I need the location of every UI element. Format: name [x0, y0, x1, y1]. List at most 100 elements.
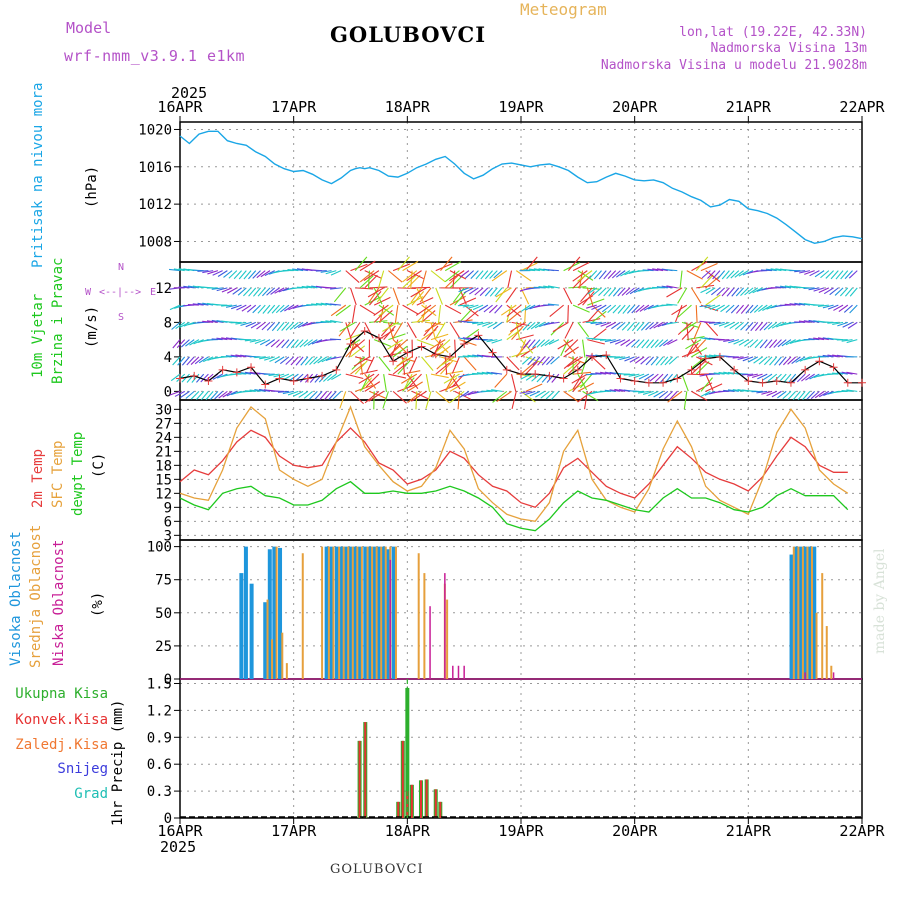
wind-arrow — [457, 337, 469, 341]
wind-arrow — [785, 339, 796, 346]
wind-arrow — [257, 304, 266, 314]
wind-arrow — [359, 304, 376, 316]
wind-arrow — [240, 321, 252, 326]
wind-arrow — [524, 390, 536, 396]
wind-arrow — [489, 287, 498, 297]
wind-arrow — [683, 391, 688, 410]
wind-arrow — [491, 389, 503, 392]
wind-arrow — [591, 328, 607, 341]
wind-arrow — [592, 287, 602, 296]
wind-arrow — [629, 287, 640, 295]
wind-arrow — [754, 339, 763, 349]
wind-arrow — [264, 270, 275, 277]
wind-arrow — [245, 321, 256, 328]
wind-arrow — [355, 287, 374, 290]
wind-arrow — [723, 389, 735, 392]
wind-arrow — [572, 304, 590, 313]
wind-arrow — [463, 310, 479, 323]
wind-arrow — [522, 321, 531, 331]
wind-arrow — [633, 373, 645, 379]
precip-ytick-label: 0.3 — [147, 784, 172, 800]
wind-arrow — [699, 304, 711, 308]
mid-cloud-bar — [792, 546, 795, 679]
wind-arrow — [784, 285, 796, 289]
x-tick-label-top: 22APR — [839, 98, 885, 116]
wind-arrow — [580, 356, 588, 375]
wind-arrow — [349, 287, 357, 306]
compass-w: W — [85, 287, 92, 298]
wind-arrow — [330, 338, 342, 341]
wind-arrow — [764, 339, 773, 349]
wind-arrow — [317, 356, 328, 364]
wind-arrow — [403, 373, 413, 391]
wind-arrow — [494, 373, 508, 388]
wind-arrow — [300, 356, 309, 366]
wind-arrow — [696, 284, 715, 289]
wind-arrow — [171, 321, 181, 330]
wind-arrow — [274, 356, 285, 364]
wind-arrow — [742, 270, 754, 276]
conv-precip-bar — [364, 722, 367, 818]
temp-ytick-label: 30 — [155, 402, 172, 418]
x-tick-label-bottom: 16APR — [157, 822, 203, 840]
wind-arrow — [192, 303, 204, 306]
wind-arrow — [818, 390, 830, 398]
wind-arrow — [550, 356, 560, 365]
wind-gust-marker — [445, 352, 454, 361]
wind-gust-marker — [730, 365, 739, 374]
wind-arrow — [515, 270, 532, 282]
mid-cloud-bar — [810, 546, 813, 679]
wind-arrow — [411, 290, 425, 306]
wind-arrow — [436, 339, 451, 353]
wind-arrow — [700, 262, 718, 272]
wind-arrow — [519, 390, 531, 394]
wind-arrow — [264, 356, 275, 361]
wind-arrow — [406, 270, 422, 282]
wind-arrow — [849, 287, 858, 297]
wind-arrow — [520, 390, 536, 403]
wind-arrow — [474, 287, 484, 296]
wind-arrow — [378, 270, 385, 289]
conv-precip-bar — [419, 780, 422, 818]
wind-arrow — [190, 390, 200, 400]
wind-arrow — [178, 286, 190, 289]
wind-arrow — [803, 287, 815, 290]
wind-arrow — [727, 389, 739, 392]
wind-arrow — [435, 287, 443, 305]
wind-arrow — [373, 296, 391, 306]
wind-arrow — [397, 356, 416, 363]
wind-arrow — [339, 321, 356, 332]
wind-arrow — [210, 391, 219, 400]
wind-arrow — [557, 339, 574, 350]
wind-arrow — [252, 270, 261, 279]
wind-arrow — [244, 390, 256, 392]
wind-arrow — [631, 322, 640, 332]
wind-arrow — [614, 339, 626, 345]
wind-arrow — [296, 268, 308, 272]
wind-arrow — [536, 339, 546, 348]
wind-arrow — [172, 339, 181, 349]
x-tick-label-bottom: 17APR — [271, 822, 317, 840]
low-cloud-bar — [457, 665, 460, 679]
wind-arrow — [825, 270, 834, 279]
wind-arrow — [345, 270, 360, 283]
wind-arrow — [271, 322, 280, 332]
wind-arrow — [598, 270, 607, 280]
wind-arrow — [663, 339, 673, 347]
wind-arrow — [664, 390, 673, 400]
wind-arrow — [712, 270, 721, 280]
wind-gust-marker — [289, 377, 298, 386]
wind-arrow — [279, 356, 290, 365]
wind-arrow — [354, 256, 368, 271]
wind-arrow — [410, 287, 422, 303]
wind-arrow — [699, 355, 711, 358]
wind-arrow — [838, 304, 849, 312]
wind-arrow — [654, 339, 664, 348]
wind-arrow — [817, 355, 829, 358]
conv-precip-bar — [439, 801, 442, 818]
wind-arrow — [402, 275, 417, 289]
wind-arrow — [563, 356, 579, 369]
wind-gust-marker — [204, 377, 213, 386]
wind-arrow — [266, 321, 276, 331]
wind-arrow — [345, 332, 363, 341]
